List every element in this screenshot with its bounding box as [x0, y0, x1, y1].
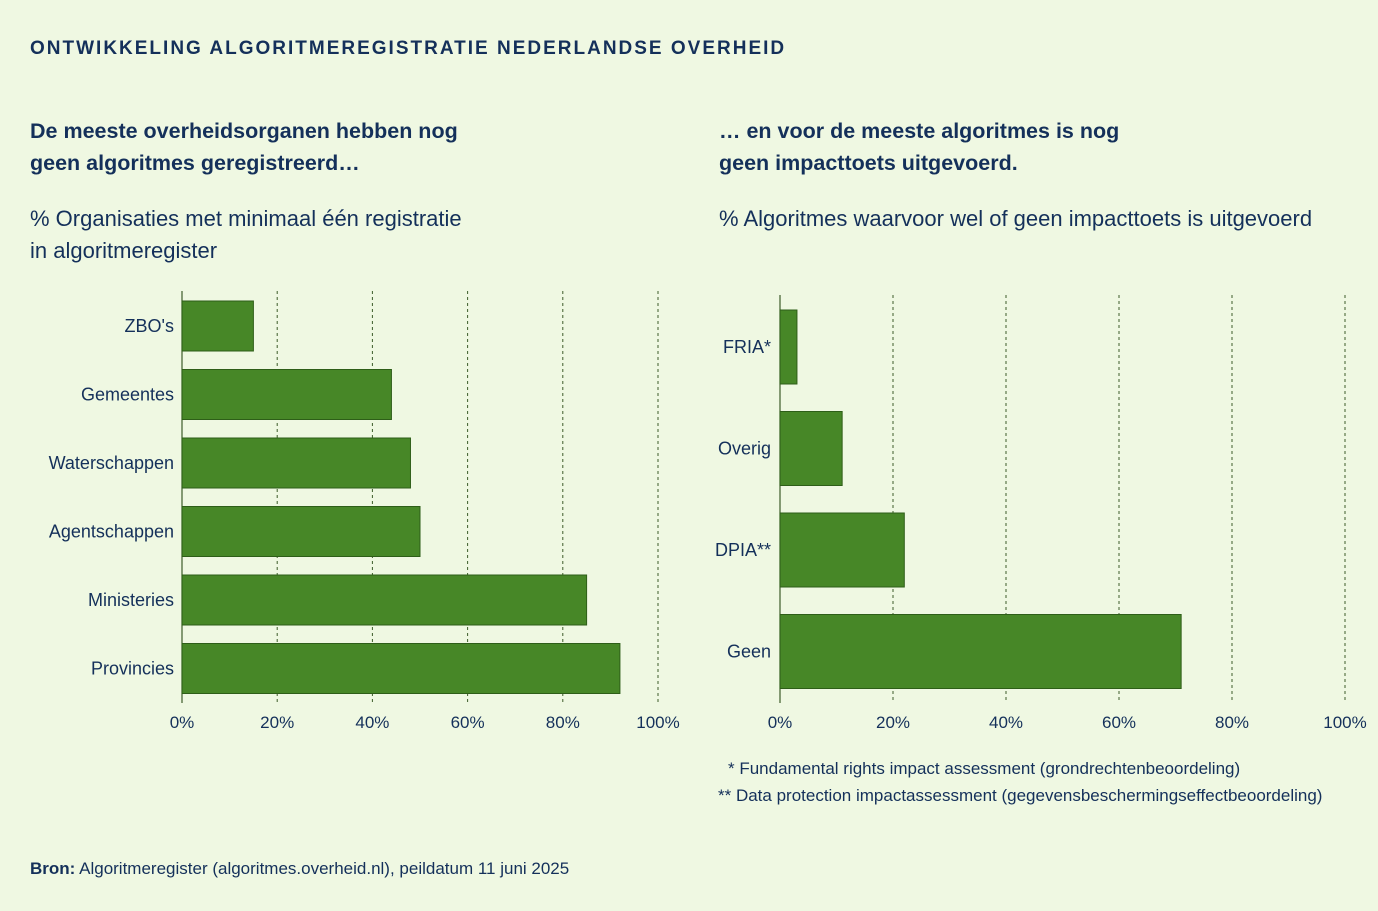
left-chart-tick-label: 20%	[260, 713, 294, 732]
right-subtitle-line1: % Algoritmes waarvoor wel of geen impact…	[719, 206, 1313, 231]
left-chart-bar-zbos	[181, 300, 254, 352]
left-chart-category-label: Waterschappen	[49, 453, 174, 473]
left-subtitle-line2: in algoritmeregister	[30, 238, 218, 263]
left-subtitle-line1: % Organisaties met minimaal één registra…	[30, 206, 462, 231]
right-panel-subtitle: % Algoritmes waarvoor wel of geen impact…	[719, 203, 1312, 235]
left-panel-heading: De meeste overheidsorganen hebben nog ge…	[30, 115, 550, 179]
source-note: Bron: Algoritmeregister (algoritmes.over…	[30, 859, 569, 879]
left-chart-category-label: Agentschappen	[49, 522, 174, 542]
left-chart-tick-label: 100%	[636, 713, 679, 732]
source-label: Bron:	[30, 859, 76, 878]
left-chart-bar-ministeries	[181, 574, 588, 626]
right-heading-line2: geen impacttoets uitgevoerd.	[719, 151, 1018, 175]
left-chart-bar-waterschappen	[181, 437, 411, 489]
left-heading-line1: De meeste overheidsorganen hebben nog	[30, 119, 458, 143]
page-title: ONTWIKKELING ALGORITMEREGISTRATIE NEDERL…	[30, 38, 787, 59]
right-heading-line1: … en voor de meeste algoritmes is nog	[719, 119, 1120, 143]
footnote-dpia: ** Data protection impactassessment (geg…	[718, 786, 1323, 805]
left-chart-category-label: Provincies	[91, 659, 174, 679]
left-chart-tick-label: 60%	[451, 713, 485, 732]
left-chart-tick-label: 0%	[170, 713, 195, 732]
left-chart-tick-label: 40%	[355, 713, 389, 732]
left-chart-bar-provincies	[181, 643, 621, 694]
left-panel-subtitle: % Organisaties met minimaal één registra…	[30, 203, 462, 267]
left-chart-bar-agentschappen	[181, 506, 421, 557]
source-text: Algoritmeregister (algoritmes.overheid.n…	[79, 859, 570, 878]
right-panel-heading: … en voor de meeste algoritmes is nog ge…	[719, 115, 1239, 179]
left-chart-tick-label: 80%	[546, 713, 580, 732]
left-chart-bar-gemeentes	[181, 369, 392, 420]
left-chart-category-label: ZBO's	[125, 316, 174, 336]
left-heading-line2: geen algoritmes geregistreerd…	[30, 151, 360, 175]
left-chart-category-label: Ministeries	[88, 590, 174, 610]
left-chart-category-label: Gemeentes	[81, 385, 174, 405]
footnote-fria: * Fundamental rights impact assessment (…	[728, 759, 1241, 778]
